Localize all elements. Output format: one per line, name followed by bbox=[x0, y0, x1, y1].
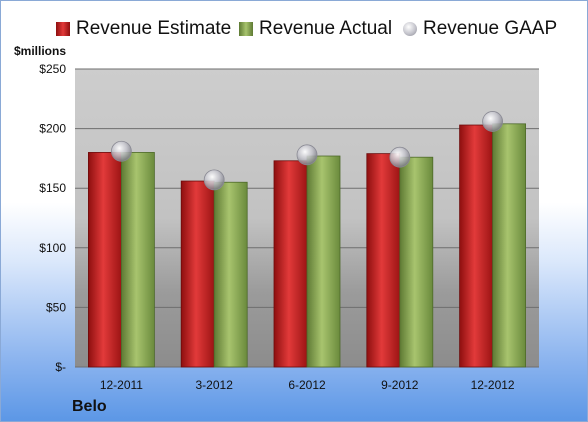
x-tick-label: 6-2012 bbox=[288, 378, 326, 392]
bar-revenue-actual bbox=[213, 181, 248, 368]
legend-label-estimate: Revenue Estimate bbox=[76, 18, 232, 39]
x-tick-label: 12-2011 bbox=[100, 378, 143, 392]
legend-label-gaap: Revenue GAAP bbox=[423, 18, 558, 39]
bar-revenue-actual bbox=[306, 155, 341, 368]
bar-revenue-estimate bbox=[273, 160, 308, 368]
marker-revenue-gaap bbox=[389, 146, 411, 168]
y-tick-label: $100 bbox=[39, 241, 66, 255]
legend-swatch-actual bbox=[239, 22, 253, 36]
y-tick-label: $- bbox=[55, 360, 66, 374]
legend: Revenue Estimate Revenue Actual Revenue … bbox=[1, 1, 587, 55]
marker-revenue-gaap bbox=[296, 144, 318, 166]
y-tick-label: $150 bbox=[39, 181, 66, 195]
bar-revenue-actual bbox=[121, 152, 155, 368]
unit-label: $millions bbox=[14, 44, 67, 58]
legend-item-gaap: Revenue GAAP bbox=[403, 17, 557, 41]
x-tick-label: 3-2012 bbox=[196, 378, 234, 392]
bar-revenue-estimate bbox=[366, 153, 401, 368]
legend-item-actual: Revenue Actual bbox=[239, 17, 392, 41]
bar-revenue-estimate bbox=[459, 124, 494, 368]
y-tick-label: $250 bbox=[39, 62, 66, 76]
legend-swatch-estimate bbox=[56, 22, 70, 36]
bar-revenue-estimate bbox=[180, 180, 215, 368]
legend-item-estimate: Revenue Estimate bbox=[56, 17, 231, 41]
legend-swatch-gaap bbox=[403, 22, 417, 36]
marker-revenue-gaap bbox=[111, 140, 132, 162]
bar-revenue-actual bbox=[492, 123, 527, 368]
y-tick-label: $200 bbox=[39, 122, 66, 136]
legend-label-actual: Revenue Actual bbox=[259, 18, 393, 39]
x-tick-label: 9-2012 bbox=[381, 378, 419, 392]
y-tick-label: $50 bbox=[46, 300, 66, 314]
bar-revenue-actual bbox=[399, 156, 434, 368]
company-name: Belo bbox=[72, 398, 107, 415]
marker-revenue-gaap bbox=[482, 111, 504, 132]
x-tick-label: 12-2012 bbox=[471, 378, 515, 392]
bar-revenue-estimate bbox=[88, 152, 122, 368]
marker-revenue-gaap bbox=[203, 169, 225, 191]
